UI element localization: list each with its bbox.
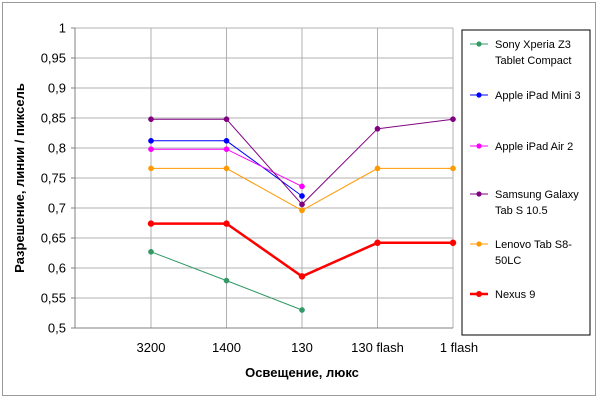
series-6	[147, 220, 457, 280]
x-tick-label: 130 flash	[351, 340, 404, 355]
legend-swatch-marker	[476, 92, 482, 98]
y-tick-label: 0,6	[48, 261, 66, 276]
y-tick-label: 0,8	[48, 141, 66, 156]
legend-swatch-marker	[476, 143, 482, 149]
legend: Sony Xperia Z3 Tablet Compact Apple iPad M…	[461, 29, 591, 336]
data-point	[148, 165, 154, 172]
y-tick-label: 1	[59, 21, 66, 36]
legend-label: Apple iPad Mini 3	[495, 90, 581, 102]
series-3	[148, 146, 305, 190]
series-2	[148, 137, 305, 199]
plot-area	[147, 116, 457, 313]
data-point	[223, 146, 230, 153]
data-point	[450, 116, 456, 123]
legend-swatch-marker	[476, 41, 482, 47]
x-axis-ticks: 3200 1400 130 130 flash 1 flash	[137, 340, 479, 355]
data-point	[299, 207, 305, 214]
y-axis-title: Разрешение, линии / пиксель	[12, 83, 27, 273]
data-point	[450, 165, 456, 172]
y-tick-label: 0,75	[41, 171, 66, 186]
x-tick-label: 1400	[212, 340, 241, 355]
data-point	[147, 220, 155, 227]
data-point	[148, 146, 154, 153]
data-point	[298, 273, 306, 280]
legend-swatch-marker	[476, 191, 482, 197]
x-axis-title: Освещение, люкс	[245, 365, 359, 380]
legend-box	[461, 29, 591, 336]
x-tick-label: 130	[291, 340, 313, 355]
data-point	[223, 137, 230, 144]
y-tick-label: 0,85	[41, 111, 66, 126]
y-tick-label: 0,5	[48, 321, 66, 336]
y-axis-ticks: 0,5 0,55 0,6 0,65 0,7 0,75 0,8 0,85 0,9 0,95 1	[41, 21, 66, 336]
legend-label: Sony Xperia Z3	[495, 39, 571, 51]
series-1	[148, 248, 305, 313]
series-4	[148, 116, 456, 208]
x-tick-label: 1 flash	[440, 340, 478, 355]
data-point	[374, 125, 381, 132]
data-point	[148, 116, 154, 123]
gridlines	[71, 27, 454, 329]
legend-label: 50LC	[495, 255, 521, 267]
legend-label: Tablet Compact	[495, 55, 571, 67]
legend-swatch-marker	[476, 291, 482, 297]
data-point	[223, 220, 230, 227]
data-point	[223, 116, 230, 123]
legend-label: Samsung Galaxy	[495, 189, 579, 201]
y-tick-label: 0,65	[41, 231, 66, 246]
x-tick-label: 3200	[137, 340, 166, 355]
legend-label: Nexus 9	[495, 289, 535, 301]
y-tick-label: 0,7	[48, 201, 66, 216]
y-tick-label: 0,9	[48, 81, 66, 96]
data-point	[148, 248, 154, 255]
data-point	[374, 239, 381, 247]
data-point	[299, 307, 305, 313]
data-point	[223, 277, 230, 284]
data-point	[299, 183, 305, 190]
legend-label: Lenovo Tab S8-	[495, 239, 572, 251]
data-point	[374, 165, 381, 172]
data-point	[148, 137, 154, 144]
legend-label: Apple iPad Air 2	[495, 141, 573, 153]
legend-label: Tab S 10.5	[495, 205, 548, 217]
y-tick-label: 0,95	[41, 51, 66, 66]
data-point	[299, 201, 305, 208]
y-tick-label: 0,55	[41, 291, 66, 306]
data-point	[449, 239, 457, 247]
series-5	[148, 165, 456, 214]
data-point	[299, 193, 305, 199]
data-point	[223, 165, 230, 172]
legend-swatch-marker	[476, 241, 482, 247]
